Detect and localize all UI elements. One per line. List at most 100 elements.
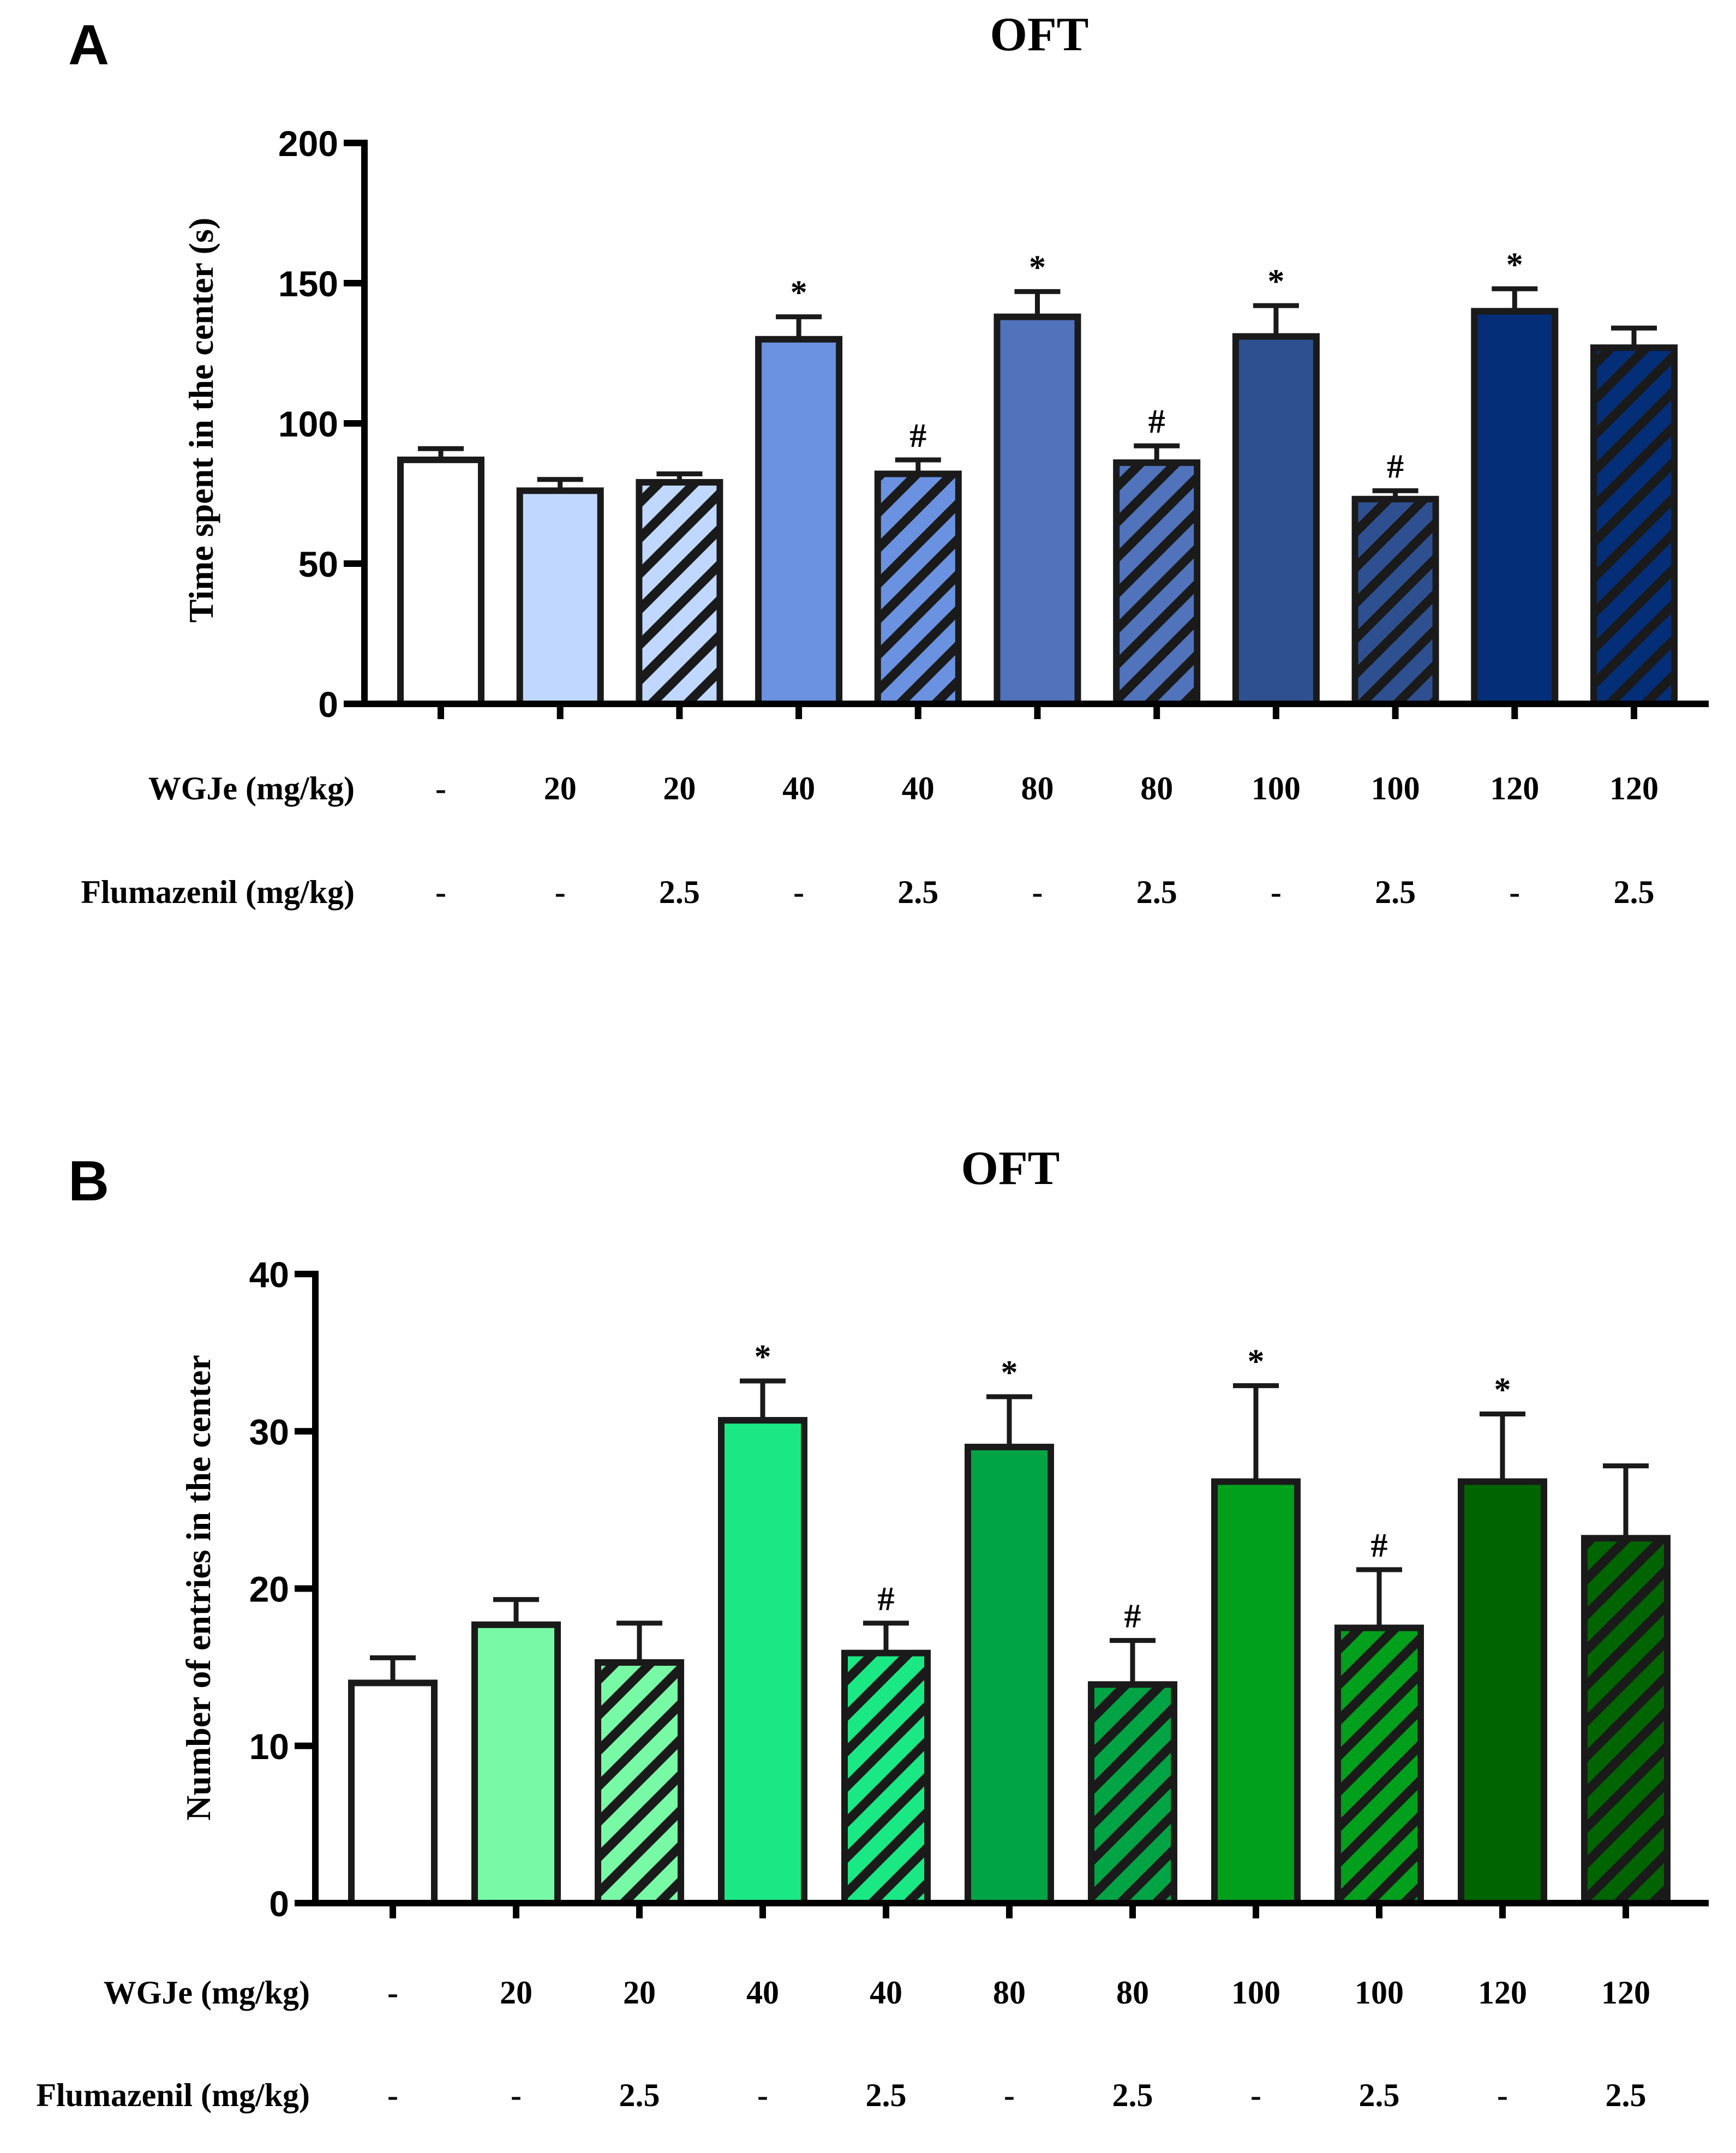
dose-value: 100 — [1231, 1975, 1280, 2011]
dose-value: 80 — [993, 1975, 1026, 2011]
y-tick-label: 50 — [298, 544, 338, 584]
dose-value: - — [1004, 2077, 1015, 2113]
panel-b: B OFT Number of entries in the center * #… — [36, 1142, 1709, 2113]
dose-value: 20 — [544, 770, 577, 806]
dose-value: 120 — [1490, 770, 1539, 806]
bar — [1232, 333, 1320, 707]
bar — [718, 1417, 807, 1906]
y-tick-label: 0 — [269, 1883, 289, 1924]
dose-value: - — [793, 874, 804, 910]
y-tick-label: 150 — [278, 264, 338, 304]
dose-value: - — [1250, 2077, 1261, 2113]
significance-marker: # — [1148, 403, 1165, 440]
panel-a-y-ticks: 0 50 100 150 200 — [278, 123, 364, 725]
panel-a-y-axis-label: Time spent in the center (s) — [182, 218, 220, 623]
bar — [993, 313, 1081, 707]
dose-value: - — [757, 2077, 768, 2113]
dose-value: - — [435, 770, 446, 806]
dose-value: 2.5 — [1359, 2077, 1400, 2113]
dose-value: - — [1271, 874, 1282, 910]
dose-row-label: WGJe (mg/kg) — [148, 770, 355, 806]
dose-value: 80 — [1140, 770, 1173, 806]
dose-value: 120 — [1601, 1975, 1650, 2011]
significance-marker: * — [1494, 1372, 1511, 1409]
dose-value: 2.5 — [897, 874, 938, 910]
bar — [636, 479, 723, 707]
significance-marker: * — [1248, 1343, 1265, 1380]
y-tick-label: 0 — [318, 684, 338, 725]
dose-row-label: Flumazenil (mg/kg) — [81, 874, 355, 910]
dose-value: 120 — [1478, 1975, 1527, 2011]
y-tick-label: 10 — [249, 1726, 289, 1767]
bar — [1458, 1478, 1547, 1906]
significance-marker: # — [1387, 448, 1404, 485]
panel-a-dose-table: - - 20 - 20 2.5 40 - 40 2.5 80 - 80 2.5 100 - 100 2.5 120 -… — [81, 770, 1659, 910]
dose-row-label: Flumazenil (mg/kg) — [36, 2077, 310, 2113]
panel-a-bars: * # * # * # * — [397, 246, 1678, 708]
dose-value: 40 — [782, 770, 815, 806]
bar — [965, 1444, 1054, 1906]
dose-value: 2.5 — [1606, 2077, 1647, 2113]
bar — [1471, 308, 1559, 707]
panel-a-letter: A — [68, 14, 109, 77]
significance-marker: * — [1506, 246, 1523, 283]
panel-a-title: OFT — [990, 8, 1089, 61]
bar — [348, 1679, 438, 1906]
bar — [1113, 459, 1201, 708]
dose-value: 40 — [870, 1975, 902, 2011]
bar — [755, 336, 843, 707]
bar — [841, 1649, 931, 1907]
panel-b-letter: B — [68, 1150, 109, 1213]
dose-value: - — [511, 2077, 522, 2113]
dose-value: - — [555, 874, 566, 910]
significance-marker: * — [1267, 263, 1284, 300]
panel-b-y-ticks: 0 10 20 30 40 — [249, 1254, 315, 1924]
dose-value: 20 — [623, 1975, 656, 2011]
dose-value: 100 — [1355, 1975, 1404, 2011]
bar — [1351, 495, 1439, 708]
significance-marker: # — [1124, 1598, 1141, 1635]
bar — [874, 470, 962, 708]
y-tick-label: 30 — [249, 1412, 289, 1452]
dose-value: - — [1509, 874, 1520, 910]
bar — [595, 1659, 684, 1907]
bar — [1590, 344, 1678, 707]
dose-value: 120 — [1609, 770, 1659, 806]
dose-value: - — [387, 2077, 398, 2113]
bar — [397, 456, 484, 707]
dose-value: 2.5 — [619, 2077, 660, 2113]
y-tick-label: 40 — [249, 1254, 289, 1295]
dose-value: 100 — [1252, 770, 1301, 806]
significance-marker: * — [755, 1338, 771, 1375]
y-tick-label: 20 — [249, 1569, 289, 1610]
panel-b-bars: * # * # * # * — [348, 1338, 1671, 1907]
dose-value: 40 — [902, 770, 935, 806]
dose-value: - — [435, 874, 446, 910]
dose-value: 2.5 — [866, 2077, 907, 2113]
dose-value: 80 — [1021, 770, 1054, 806]
panel-b-y-axis-label: Number of entries in the center — [179, 1355, 218, 1821]
bar — [1334, 1624, 1424, 1906]
bar — [1211, 1478, 1301, 1906]
significance-marker: # — [1371, 1527, 1388, 1564]
panel-b-dose-table: - - 20 - 20 2.5 40 - 40 2.5 80 - 80 2.5 100 - 100 2.5 120 -… — [36, 1975, 1650, 2113]
significance-marker: * — [1001, 1354, 1018, 1391]
dose-value: 2.5 — [1614, 874, 1655, 910]
dose-value: 40 — [746, 1975, 779, 2011]
significance-marker: * — [791, 274, 807, 312]
y-tick-label: 100 — [278, 404, 338, 444]
dose-row-label: WGJe (mg/kg) — [104, 1975, 310, 2011]
dose-value: 2.5 — [1136, 874, 1177, 910]
dose-value: 80 — [1116, 1975, 1149, 2011]
significance-marker: * — [1029, 249, 1046, 286]
y-tick-label: 200 — [278, 123, 338, 164]
bar — [1581, 1535, 1671, 1906]
dose-value: 2.5 — [659, 874, 700, 910]
dose-value: 100 — [1371, 770, 1420, 806]
dose-value: 2.5 — [1112, 2077, 1153, 2113]
dose-value: - — [1497, 2077, 1508, 2113]
dose-value: - — [387, 1975, 398, 2011]
bar — [516, 487, 604, 707]
significance-marker: # — [878, 1581, 895, 1618]
